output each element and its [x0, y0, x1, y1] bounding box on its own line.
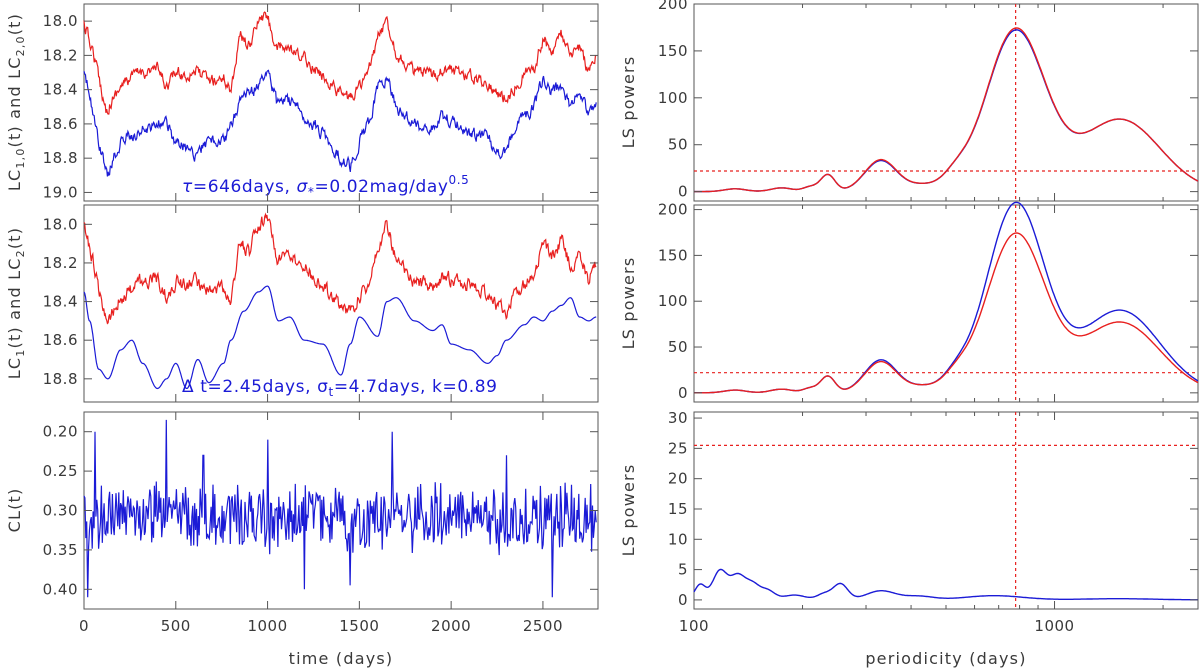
y-tick-label: 0.20	[43, 423, 78, 441]
panel-cl-xlabel: time (days)	[289, 649, 394, 668]
y-tick-label: 18.0	[43, 12, 78, 30]
panel-lscl-ylabel: LS powers	[619, 464, 638, 557]
series-line-blue	[83, 419, 597, 598]
x-tick-label: 100	[679, 617, 709, 635]
series-line-red	[83, 11, 597, 115]
y-tick-label: 150	[658, 42, 688, 60]
series-line-blue	[694, 201, 1199, 394]
y-tick-label: 5	[678, 561, 688, 579]
panel-lscl-frame	[693, 411, 1199, 610]
y-tick-label: 50	[668, 136, 688, 154]
series-line-blue	[83, 69, 597, 177]
series-line-blue	[83, 285, 597, 390]
panel-ls0: LS powers 0 50 100 150 200	[619, 0, 1199, 202]
y-tick-label: 18.4	[43, 81, 78, 99]
panel-cl: CL(t) time (days) 0.20 0.25 0.30 0.35 0.40 0 5…	[5, 411, 599, 668]
panel-ls0-ylabel: LS powers	[619, 56, 638, 149]
y-tick-label: 18.2	[43, 254, 78, 272]
y-tick-label: 18.6	[43, 115, 78, 133]
y-tick-label: 20	[668, 470, 688, 488]
panel-lc-ylabel: LC1(t) and LC2(t)	[5, 227, 27, 379]
y-tick-label: 18.8	[43, 149, 78, 167]
series-line-red	[83, 212, 597, 325]
panel-cl-ylabel: CL(t)	[5, 488, 24, 533]
y-tick-label: 150	[658, 246, 688, 264]
panel-lc0-frame	[83, 3, 599, 202]
y-tick-label: 15	[668, 500, 688, 518]
panel-lc: LC1(t) and LC2(t) Δ t=2.45days, σt=4.7da…	[5, 204, 599, 403]
y-tick-label: 200	[658, 201, 688, 219]
panel-lc-annotation: Δ t=2.45days, σt=4.7days, k=0.89	[182, 377, 498, 399]
panel-ls-ylabel: LS powers	[619, 257, 638, 350]
y-tick-label: 18.0	[43, 215, 78, 233]
x-tick-label: 2000	[431, 617, 471, 635]
x-tick-label: 2500	[523, 617, 563, 635]
y-tick-label: 25	[668, 439, 688, 457]
y-tick-label: 19.0	[43, 183, 78, 201]
y-tick-label: 18.2	[43, 46, 78, 64]
panel-lscl-xlabel: periodicity (days)	[865, 649, 1026, 668]
y-tick-label: 50	[668, 338, 688, 356]
y-tick-label: 0	[678, 183, 688, 201]
y-tick-label: 30	[668, 409, 688, 427]
panel-lscl: LS powers periodicity (days) 0 5 10 15 20 25 3…	[619, 409, 1199, 668]
panel-lc-frame	[83, 204, 599, 403]
x-tick-label: 1000	[247, 617, 287, 635]
y-tick-label: 18.6	[43, 331, 78, 349]
panel-lc0-annotation: τ=646days, σ*=0.02mag/day0.5	[182, 173, 469, 199]
y-tick-label: 0.30	[43, 502, 78, 520]
x-tick-label: 0	[79, 617, 89, 635]
x-tick-label: 1500	[339, 617, 379, 635]
series-line-blue	[694, 29, 1199, 193]
y-tick-label: 0	[678, 591, 688, 609]
y-tick-label: 10	[668, 530, 688, 548]
series-line-red	[694, 232, 1199, 394]
y-tick-label: 0.25	[43, 462, 78, 480]
y-tick-label: 100	[658, 292, 688, 310]
y-tick-label: 200	[658, 0, 688, 13]
x-tick-label: 500	[161, 617, 191, 635]
panel-ls: LS powers 0 50 100 150 200	[619, 201, 1199, 403]
y-tick-label: 0.40	[43, 580, 78, 598]
y-tick-label: 100	[658, 89, 688, 107]
x-tick-label: 1000	[1034, 617, 1074, 635]
series-line-red	[694, 27, 1199, 193]
y-tick-label: 0.35	[43, 541, 78, 559]
y-tick-label: 18.4	[43, 293, 78, 311]
series-line-blue	[693, 568, 1198, 601]
y-tick-label: 0	[678, 384, 688, 402]
panel-lc0: LC1,0(t) and LC2,0(t) τ=646days, σ*=0.02…	[5, 3, 599, 202]
panel-lc0-ylabel: LC1,0(t) and LC2,0(t)	[5, 13, 27, 191]
y-tick-label: 18.8	[43, 370, 78, 388]
